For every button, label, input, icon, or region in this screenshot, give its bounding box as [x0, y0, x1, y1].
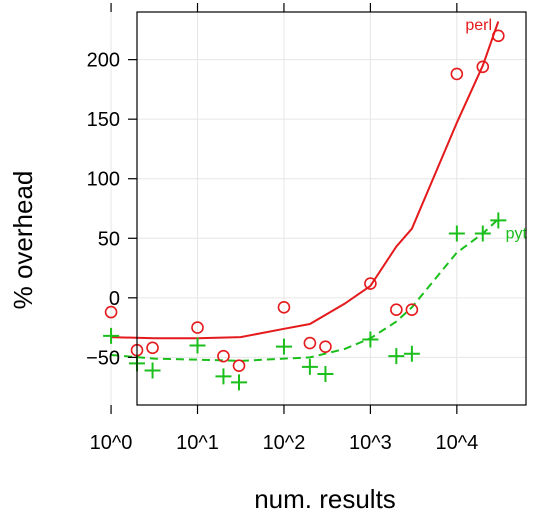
python-point [231, 374, 248, 391]
perl-point [492, 29, 505, 43]
python-point [301, 358, 318, 375]
perl-point [319, 340, 332, 353]
y-tick-label: 50 [98, 228, 120, 250]
perl-point [405, 303, 419, 317]
python-point [474, 225, 491, 242]
python-series-label: pyt [506, 225, 528, 242]
data-points [103, 29, 507, 391]
y-tick-label: 100 [87, 169, 120, 191]
x-tick-label: 10^4 [435, 432, 478, 454]
x-tick-label: 10^3 [349, 432, 392, 454]
perl-point [217, 349, 230, 363]
grid [110, 12, 526, 405]
perl-point [303, 336, 317, 350]
x-tick-label: 10^1 [176, 432, 219, 454]
perl-point [104, 305, 118, 319]
plot-frame [136, 11, 527, 406]
python-point [189, 337, 206, 354]
y-tick-label: 200 [87, 50, 120, 72]
perl-point [390, 303, 403, 317]
python-point [215, 368, 232, 385]
python-point [388, 348, 405, 365]
perl-point [476, 60, 490, 74]
y-tick-label: 0 [109, 288, 120, 310]
y-axis-label: % overhead [8, 171, 38, 310]
python-point [490, 212, 507, 229]
perl-series-label: perl [465, 17, 492, 34]
python-point [403, 345, 420, 362]
perl-point [146, 341, 159, 355]
python-point [275, 338, 292, 355]
perl-point [364, 277, 377, 290]
python-point [362, 331, 379, 348]
python-point [103, 327, 120, 344]
y-tick-label: 150 [87, 109, 120, 131]
x-axis-label: num. results [254, 484, 396, 514]
axis-ticks: 10^0 10^1 10^2 10^3 10^4 −50 0 50 100 150 200 [86, 3, 478, 454]
x-tick-label: 10^0 [90, 432, 133, 454]
python-fit-line [111, 218, 499, 362]
y-tick-label: −50 [86, 347, 120, 369]
perl-point [450, 67, 464, 81]
perl-fit-line [111, 21, 500, 340]
python-point [448, 225, 465, 242]
perl-point [191, 321, 204, 334]
x-tick-label: 10^2 [263, 432, 306, 454]
python-point [317, 366, 334, 383]
perl-point [277, 301, 291, 314]
python-point [144, 362, 161, 379]
fit-lines [111, 21, 500, 362]
series-labels: perl pyt [465, 17, 527, 242]
perl-point [232, 359, 246, 373]
